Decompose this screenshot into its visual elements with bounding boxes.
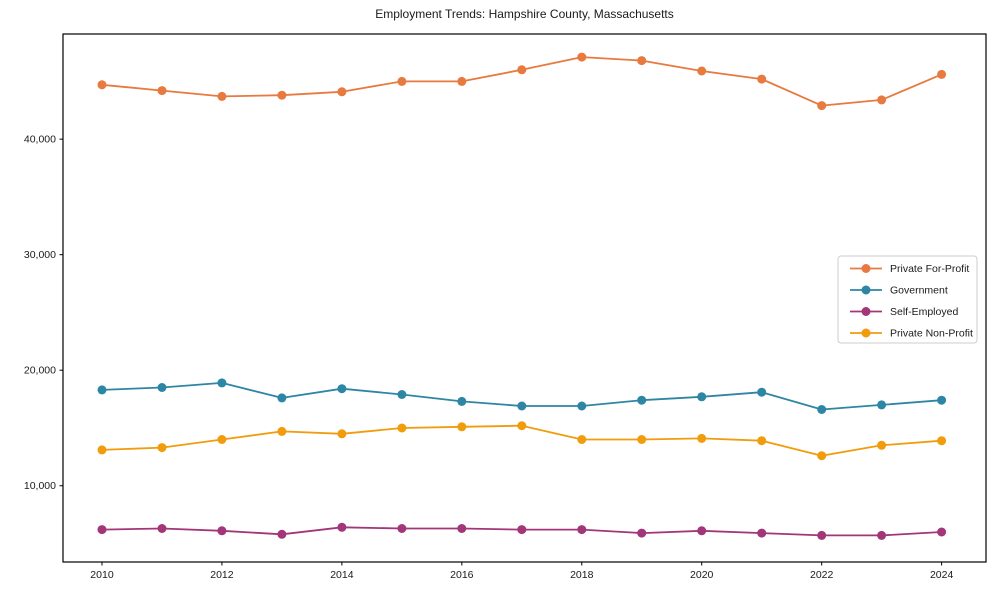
data-point <box>577 525 587 535</box>
data-point <box>937 527 947 537</box>
data-point <box>397 76 407 86</box>
series-government <box>97 378 947 414</box>
data-point <box>457 524 467 533</box>
data-point <box>817 530 827 540</box>
data-point <box>637 435 647 444</box>
data-point <box>97 445 107 455</box>
series-private-non-profit <box>97 421 947 461</box>
legend-label: Private Non-Profit <box>890 328 973 340</box>
data-point <box>337 522 347 532</box>
data-point <box>517 525 527 535</box>
data-point <box>97 80 107 90</box>
y-tick-label: 40,000 <box>24 134 56 146</box>
data-point <box>517 65 527 75</box>
data-point <box>457 76 467 86</box>
data-point <box>697 66 707 76</box>
data-point <box>397 390 407 399</box>
data-point <box>757 528 767 538</box>
data-point <box>217 378 227 388</box>
data-point <box>397 524 407 533</box>
x-tick-label: 2020 <box>690 569 714 581</box>
data-point <box>697 526 707 536</box>
data-point <box>637 395 647 405</box>
data-point <box>277 393 287 403</box>
x-tick-label: 2024 <box>930 569 954 581</box>
data-point <box>757 74 767 84</box>
x-tick-label: 2014 <box>330 569 354 581</box>
data-point <box>277 426 287 436</box>
legend: Private For-Profit Government Self-Employe… <box>837 255 978 344</box>
data-point <box>877 440 887 450</box>
series-line <box>101 56 942 107</box>
data-point <box>937 395 947 405</box>
plot-area: 10,000 20,000 30,000 40,000 2010 2012 2014 2016… <box>24 33 987 581</box>
data-point <box>757 387 767 397</box>
data-point <box>637 528 647 538</box>
data-point <box>877 95 887 105</box>
y-tick-label: 30,000 <box>24 249 56 261</box>
data-point <box>697 433 707 443</box>
data-point <box>517 421 527 431</box>
data-point <box>217 435 227 444</box>
data-point <box>517 401 527 411</box>
legend-item: Private For-Profit <box>850 263 969 275</box>
data-point <box>577 52 587 62</box>
data-point <box>817 405 827 414</box>
data-point <box>457 396 467 406</box>
data-point <box>157 383 167 392</box>
legend-box <box>837 255 978 344</box>
x-tick-label: 2012 <box>210 569 234 581</box>
series-private-for-profit <box>97 52 947 111</box>
data-point <box>817 451 827 461</box>
x-tick-label: 2018 <box>570 569 594 581</box>
x-tick-label: 2016 <box>450 569 474 581</box>
data-point <box>157 443 167 453</box>
data-point <box>217 526 227 536</box>
legend-marker <box>861 307 871 316</box>
legend-label: Government <box>890 285 948 297</box>
data-point <box>697 392 707 402</box>
legend-marker <box>861 328 871 338</box>
legend-label: Private For-Profit <box>890 263 969 275</box>
data-point <box>277 90 287 100</box>
series-self-employed <box>97 522 947 540</box>
data-point <box>757 436 767 446</box>
legend-marker <box>861 285 871 295</box>
data-point <box>157 86 167 96</box>
legend-item: Self-Employed <box>850 306 958 318</box>
data-point <box>577 401 587 411</box>
data-point <box>817 101 827 111</box>
legend-label: Self-Employed <box>890 306 958 318</box>
y-tick-label: 20,000 <box>24 365 56 377</box>
plot-border <box>62 33 987 563</box>
data-point <box>937 436 947 446</box>
data-point <box>577 435 587 444</box>
chart-title: Employment Trends: Hampshire County, Mas… <box>375 7 674 21</box>
data-point <box>937 69 947 79</box>
data-point <box>457 422 467 432</box>
y-tick-label: 10,000 <box>24 480 56 492</box>
data-point <box>337 87 347 97</box>
legend-marker <box>861 264 871 273</box>
legend-item: Government <box>850 285 948 297</box>
data-point <box>277 529 287 539</box>
data-point <box>217 91 227 101</box>
data-point <box>637 56 647 66</box>
data-point <box>97 525 107 535</box>
x-tick-label: 2010 <box>90 569 114 581</box>
data-point <box>97 385 107 395</box>
data-point <box>397 423 407 433</box>
data-point <box>877 400 887 410</box>
legend-item: Private Non-Profit <box>850 328 973 340</box>
data-point <box>337 429 347 439</box>
x-tick-label: 2022 <box>810 569 834 581</box>
data-point <box>337 384 347 394</box>
data-point <box>877 530 887 540</box>
data-point <box>157 524 167 533</box>
